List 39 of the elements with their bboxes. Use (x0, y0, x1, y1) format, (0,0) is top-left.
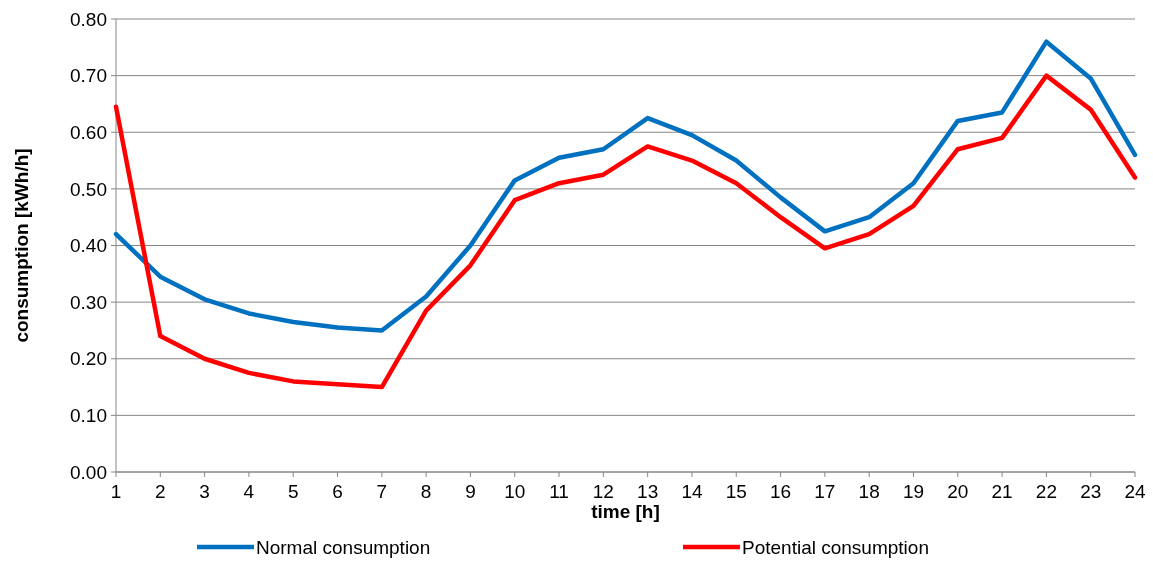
y-tick-label: 0.20 (70, 348, 107, 370)
y-tick-label: 0.80 (70, 8, 107, 30)
x-tick-label: 12 (592, 481, 614, 502)
x-tick-label: 1 (110, 481, 122, 502)
x-tick-label: 23 (1080, 481, 1102, 502)
y-tick-label: 0.00 (70, 461, 107, 483)
y-tick-label: 0.10 (70, 405, 107, 427)
x-tick-label: 5 (287, 481, 299, 502)
x-tick-label: 11 (549, 481, 569, 502)
x-tick-label: 6 (332, 481, 343, 502)
x-tick-label: 14 (681, 481, 703, 502)
y-tick-label: 0.70 (70, 65, 107, 87)
x-tick-label: 21 (991, 481, 1013, 502)
legend-label: Normal consumption (256, 537, 431, 558)
x-tick-label: 3 (199, 481, 210, 502)
y-axis-title: consumption [kWh/h] (11, 148, 32, 343)
x-tick-label: 2 (155, 481, 166, 502)
y-tick-label: 0.60 (70, 121, 107, 143)
x-tick-label: 10 (504, 481, 526, 502)
legend-label: Potential consumption (742, 537, 929, 558)
y-tick-label: 0.40 (70, 235, 107, 257)
x-tick-label: 20 (947, 481, 969, 502)
x-tick-label: 24 (1124, 481, 1146, 502)
y-tick-label: 0.50 (70, 178, 107, 200)
line-series (113, 73, 1138, 390)
line-series (113, 39, 1138, 333)
x-tick-label: 18 (858, 481, 880, 502)
x-tick-label: 17 (814, 481, 836, 502)
x-tick-label: 4 (243, 481, 255, 502)
x-tick-label: 15 (725, 481, 747, 502)
y-tick-label: 0.30 (70, 291, 107, 313)
x-tick-label: 19 (902, 481, 925, 502)
x-tick-label: 8 (420, 481, 432, 502)
x-tick-label: 16 (769, 481, 792, 502)
x-tick-label: 9 (465, 481, 476, 502)
x-tick-label: 7 (376, 481, 388, 502)
x-tick-label: 22 (1035, 481, 1057, 502)
x-tick-label: 13 (637, 481, 659, 502)
x-axis-title: time [h] (591, 501, 660, 522)
